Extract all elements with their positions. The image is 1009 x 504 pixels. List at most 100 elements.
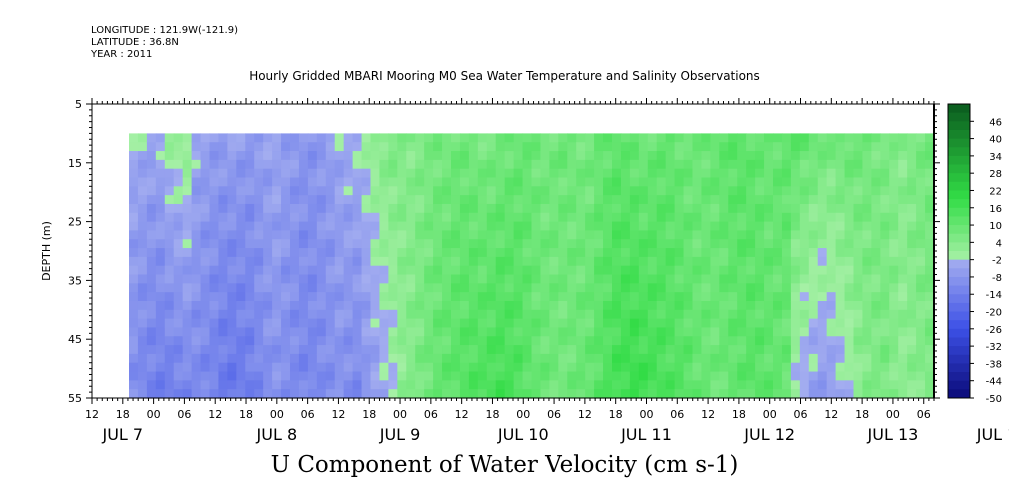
heatmap-cell bbox=[907, 212, 917, 223]
heatmap-cell bbox=[728, 283, 738, 293]
heatmap-cell bbox=[191, 265, 202, 276]
heatmap-cell bbox=[728, 168, 738, 179]
heatmap-cell bbox=[468, 142, 479, 152]
heatmap-cell bbox=[549, 362, 559, 373]
colorbar-label: -14 bbox=[986, 290, 1002, 301]
heatmap-cell bbox=[307, 292, 318, 302]
x-hour-label: 06 bbox=[917, 408, 931, 421]
heatmap-cell bbox=[218, 318, 228, 329]
heatmap-cell bbox=[531, 239, 542, 249]
heatmap-cell bbox=[361, 371, 372, 381]
heatmap-cell bbox=[701, 151, 711, 161]
heatmap-cell bbox=[790, 327, 801, 337]
heatmap-cell bbox=[325, 389, 336, 399]
heatmap-cell bbox=[406, 203, 416, 214]
heatmap-cell bbox=[173, 371, 184, 381]
heatmap-cell bbox=[263, 230, 273, 240]
heatmap-cell bbox=[629, 353, 640, 364]
heatmap-cell bbox=[451, 327, 461, 337]
heatmap-cell bbox=[495, 362, 506, 373]
heatmap-cell bbox=[871, 292, 881, 302]
heatmap-cell bbox=[522, 283, 533, 293]
heatmap-cell bbox=[343, 151, 354, 161]
heatmap-cell bbox=[773, 195, 783, 205]
heatmap-cell bbox=[683, 292, 694, 302]
heatmap-cell bbox=[263, 274, 273, 284]
heatmap-cell bbox=[459, 353, 470, 364]
heatmap-cell bbox=[173, 353, 184, 364]
heatmap-cell bbox=[129, 142, 139, 152]
heatmap-cell bbox=[853, 239, 864, 249]
heatmap-cell bbox=[549, 309, 559, 320]
heatmap-cell bbox=[433, 203, 443, 214]
heatmap-cell bbox=[656, 389, 667, 399]
heatmap-cell bbox=[889, 345, 899, 355]
heatmap-cell bbox=[272, 283, 282, 293]
heatmap-cell bbox=[889, 389, 899, 399]
heatmap-cell bbox=[773, 248, 783, 258]
heatmap-cell bbox=[889, 177, 899, 187]
heatmap-cell bbox=[325, 142, 336, 152]
heatmap-cell bbox=[764, 336, 774, 346]
heatmap-cell bbox=[567, 239, 577, 249]
heatmap-cell bbox=[755, 274, 765, 284]
heatmap-cell bbox=[504, 265, 515, 276]
heatmap-cell bbox=[307, 239, 318, 249]
heatmap-cell bbox=[191, 362, 202, 373]
heatmap-cell bbox=[164, 142, 175, 152]
heatmap-cell bbox=[227, 248, 237, 258]
heatmap-cell bbox=[415, 274, 425, 284]
heatmap-cell bbox=[522, 353, 533, 364]
heatmap-cell bbox=[245, 168, 255, 179]
heatmap-cell bbox=[522, 221, 533, 232]
heatmap-cell bbox=[191, 151, 202, 161]
heatmap-cell bbox=[880, 248, 890, 258]
heatmap-cell bbox=[603, 195, 613, 205]
heatmap-cell bbox=[835, 239, 846, 249]
heatmap-cell bbox=[585, 212, 595, 223]
heatmap-cell bbox=[683, 345, 694, 355]
heatmap-cell bbox=[137, 318, 148, 329]
heatmap-cell bbox=[272, 380, 282, 390]
heatmap-cell bbox=[755, 389, 765, 399]
heatmap-cell bbox=[397, 336, 407, 346]
heatmap-cell bbox=[227, 177, 237, 187]
heatmap-cell bbox=[871, 221, 881, 232]
heatmap-cell bbox=[773, 336, 783, 346]
heatmap-cell bbox=[674, 362, 685, 373]
heatmap-cell bbox=[835, 168, 846, 179]
heatmap-cell bbox=[272, 336, 282, 346]
heatmap-cell bbox=[889, 256, 899, 267]
heatmap-cell bbox=[674, 221, 685, 232]
heatmap-cell bbox=[826, 142, 837, 152]
heatmap-cell bbox=[334, 239, 345, 249]
heatmap-cell bbox=[647, 239, 658, 249]
heatmap-cell bbox=[907, 380, 917, 390]
heatmap-cell bbox=[549, 159, 559, 170]
heatmap-cell bbox=[567, 389, 577, 399]
heatmap-cell bbox=[477, 327, 488, 337]
heatmap-cell bbox=[889, 133, 899, 143]
heatmap-cell bbox=[272, 292, 282, 302]
heatmap-cell bbox=[647, 186, 658, 196]
heatmap-cell bbox=[370, 151, 381, 161]
heatmap-cell bbox=[200, 151, 211, 161]
heatmap-cell bbox=[415, 142, 425, 152]
heatmap-cell bbox=[433, 195, 443, 205]
heatmap-cell bbox=[826, 274, 837, 284]
heatmap-cell bbox=[799, 212, 810, 223]
heatmap-cell bbox=[585, 327, 595, 337]
heatmap-cell bbox=[191, 142, 202, 152]
heatmap-cell bbox=[773, 380, 783, 390]
heatmap-cell bbox=[764, 265, 774, 276]
heatmap-cell bbox=[898, 168, 908, 179]
heatmap-cell bbox=[424, 318, 434, 329]
heatmap-cell bbox=[451, 221, 461, 232]
heatmap-cell bbox=[504, 380, 515, 390]
heatmap-cell bbox=[629, 336, 640, 346]
heatmap-cell bbox=[495, 345, 506, 355]
heatmap-cell bbox=[728, 274, 738, 284]
heatmap-cell bbox=[692, 248, 703, 258]
heatmap-cell bbox=[549, 283, 559, 293]
heatmap-cell bbox=[236, 318, 246, 329]
